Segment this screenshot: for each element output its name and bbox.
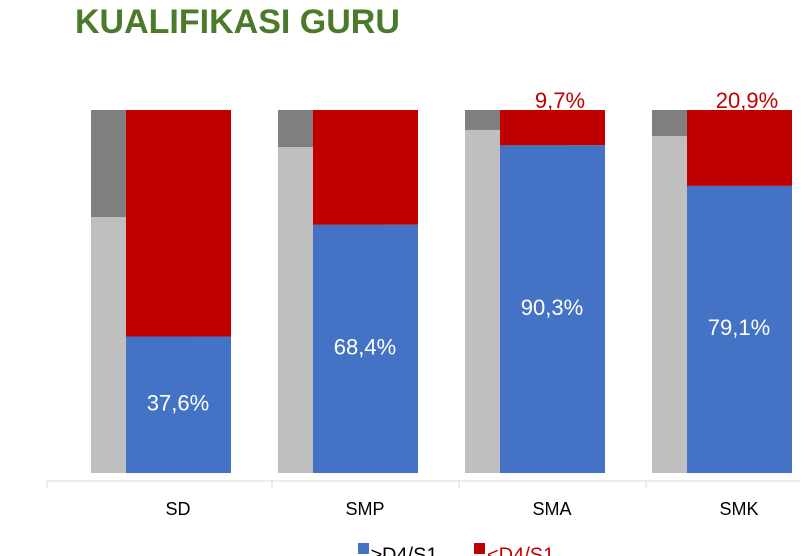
bar bbox=[500, 145, 605, 473]
legend-swatch bbox=[474, 543, 485, 554]
x-tick-label: SMK bbox=[719, 499, 758, 519]
data-label: 9,7% bbox=[535, 88, 585, 113]
data-label: 68,4% bbox=[334, 335, 396, 360]
bar bbox=[313, 110, 418, 225]
bar bbox=[500, 110, 605, 146]
legend-swatch bbox=[358, 543, 369, 554]
chart-title: KUALIFIKASI GURU bbox=[75, 3, 400, 41]
data-label: 90,3% bbox=[521, 295, 583, 320]
x-tick-label: SD bbox=[165, 499, 190, 519]
bar bbox=[313, 224, 418, 473]
x-tick-label: SMA bbox=[532, 499, 571, 519]
data-label: 79,1% bbox=[708, 315, 770, 340]
legend-label: <D4/S1 bbox=[487, 544, 554, 556]
data-label: 20,9% bbox=[716, 88, 778, 113]
data-label: 37,6% bbox=[147, 391, 209, 416]
bar bbox=[687, 185, 792, 473]
bar bbox=[126, 110, 231, 337]
bar bbox=[687, 110, 792, 186]
bar bbox=[126, 336, 231, 473]
x-tick-label: SMP bbox=[345, 499, 384, 519]
legend-label: ≥D4/S1 bbox=[371, 544, 438, 556]
